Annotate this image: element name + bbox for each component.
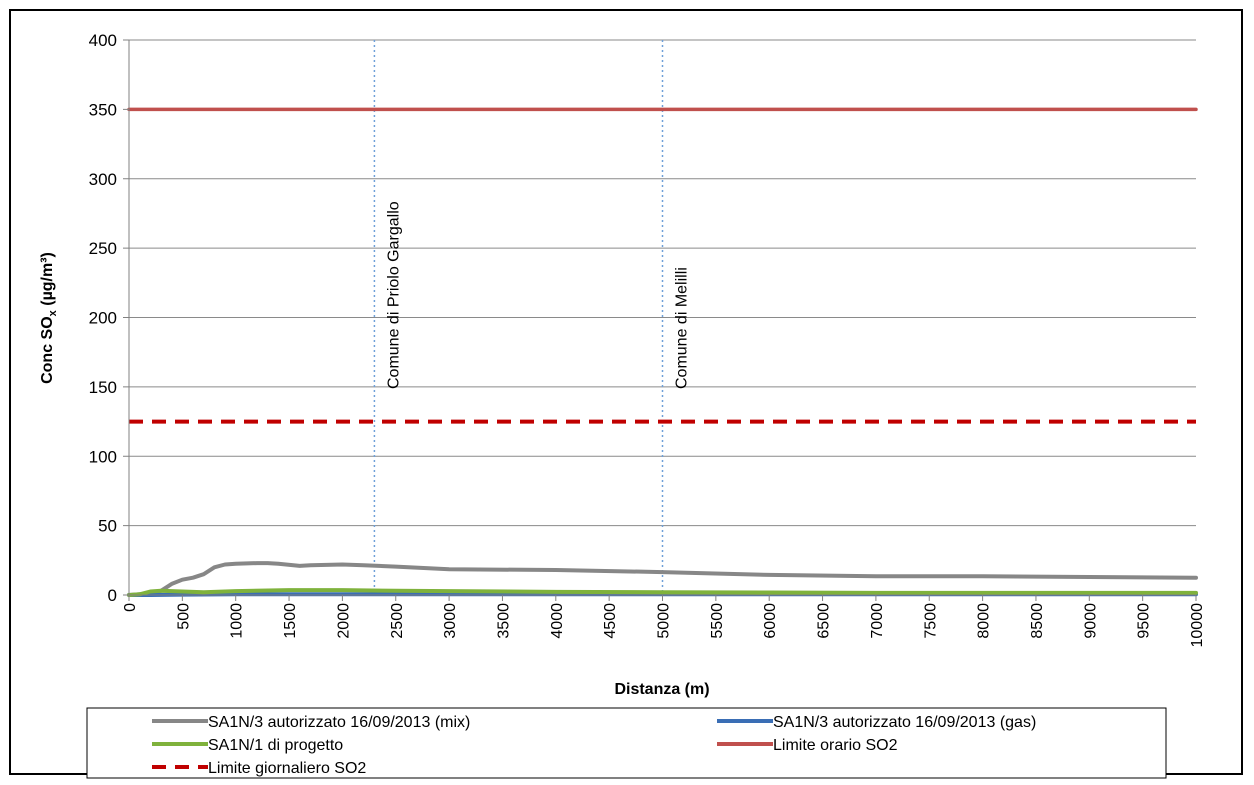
y-tick-label-0: 0 [108,586,117,605]
x-tick-label-11: 5500 [709,603,726,639]
y-axis-title: Conc SOx (µg/m³) [39,252,59,384]
x-tick-label-12: 6000 [762,603,779,639]
x-tick-label-6: 3000 [442,603,459,639]
x-tick-label-5: 2500 [389,603,406,639]
y-axis-title-main: Conc SO [39,316,56,384]
series-line-2 [127,588,1198,597]
x-tick-label-18: 9000 [1082,603,1099,639]
annotation-label-1: Comune di Melilli [674,267,691,389]
y-tick-label-6: 300 [89,170,117,189]
x-tick-label-0: 0 [122,603,139,612]
x-tick-label-4: 2000 [335,603,352,639]
y-tick-label-3: 150 [89,378,117,397]
x-tick-label-15: 7500 [922,603,939,639]
x-tick-label-16: 8000 [976,603,993,639]
legend-label-4: Limite giornaliero SO2 [208,760,366,777]
x-tick-label-3: 1500 [282,603,299,639]
legend: SA1N/3 autorizzato 16/09/2013 (mix) SA1N/… [86,707,1167,779]
y-axis-title-units: (µg/m³) [39,252,56,310]
annotation-label-0: Comune di Priolo Gargallo [385,201,402,389]
x-tick-label-17: 8500 [1029,603,1046,639]
chart-frame [9,9,1243,775]
legend-label-1: SA1N/3 autorizzato 16/09/2013 (gas) [773,714,1036,731]
x-tick-label-8: 4000 [549,603,566,639]
legend-items: SA1N/3 autorizzato 16/09/2013 (mix) SA1N/… [152,714,1036,777]
y-tick-label-5: 250 [89,239,117,258]
y-tick-label-8: 400 [89,31,117,50]
x-tick-label-20: 10000 [1189,603,1206,648]
y-tick-label-2: 100 [89,447,117,466]
y-tick-label-1: 50 [98,517,117,536]
series-layer [127,107,1198,597]
x-tick-label-10: 5000 [656,603,673,639]
x-tick-label-2: 1000 [229,603,246,639]
legend-label-3: Limite orario SO2 [773,737,898,754]
y-tick-label-4: 200 [89,309,117,328]
legend-label-2: SA1N/1 di progetto [208,737,343,754]
x-tick-label-19: 9500 [1136,603,1153,639]
series-line-0 [127,561,1198,597]
x-tick-label-14: 7000 [869,603,886,639]
x-tick-label-13: 6500 [816,603,833,639]
x-tick-label-9: 4500 [602,603,619,639]
x-tick-label-1: 500 [175,603,192,630]
y-tick-label-7: 350 [89,100,117,119]
annotation-layer: Comune di Priolo Gargallo Comune di Melil… [373,40,691,595]
legend-box [86,707,1167,779]
legend-label-0: SA1N/3 autorizzato 16/09/2013 (mix) [208,714,470,731]
y-axis-title-subscript: x [47,309,59,316]
x-tick-label-7: 3500 [495,603,512,639]
x-axis-title: Distanza (m) [614,681,709,698]
